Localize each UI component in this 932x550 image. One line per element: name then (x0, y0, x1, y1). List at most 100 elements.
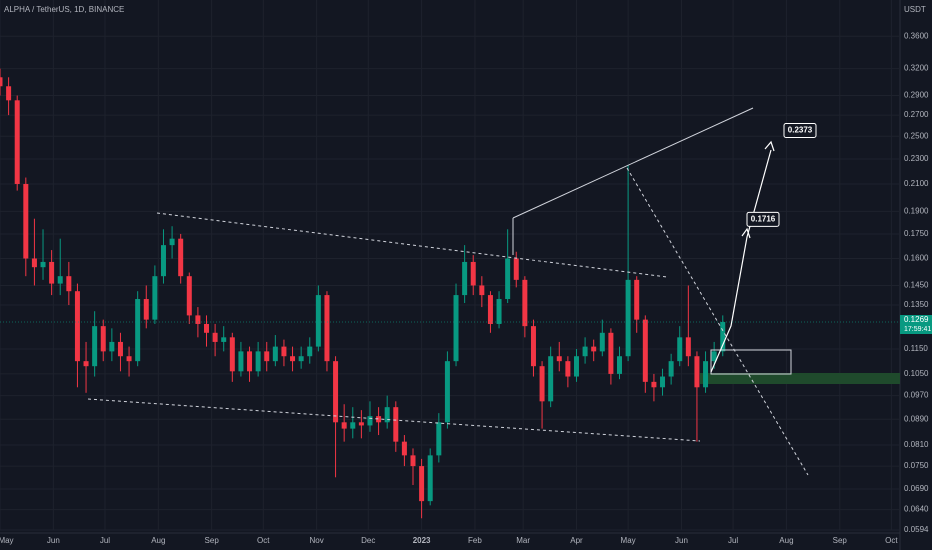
candle-body (324, 295, 330, 362)
candle-body (522, 279, 528, 327)
candle-body (92, 326, 98, 367)
last-price-box (900, 315, 932, 335)
candle-body (169, 238, 175, 246)
grid (0, 0, 901, 550)
x-tick-label: Feb (468, 536, 482, 545)
y-tick-label: 0.0750 (904, 461, 929, 470)
candle-body (298, 356, 304, 362)
channel-bottom (87, 398, 701, 442)
candle-body (186, 276, 192, 316)
channel-top (156, 212, 668, 278)
candle-body (401, 441, 407, 456)
annotation-label: 0.1716 (751, 214, 776, 223)
candle-body (444, 361, 450, 423)
candle-body (651, 381, 657, 388)
candle-body (513, 258, 519, 280)
candle-body (23, 183, 29, 259)
candle-body (66, 276, 72, 292)
candle-body (479, 285, 485, 296)
candle-body (703, 361, 709, 388)
annotation-box (746, 211, 780, 227)
candle-body (143, 299, 149, 320)
candle-body (204, 323, 210, 333)
candle-body (229, 337, 235, 372)
candle-body (117, 341, 123, 357)
y-tick-label: 0.1900 (904, 207, 929, 216)
y-tick-label: 0.0970 (904, 391, 929, 400)
x-tick-label: Jul (728, 536, 738, 545)
annotation-label: 0.2373 (788, 126, 813, 135)
countdown-label: 17:59:41 (904, 326, 931, 333)
candle-body (642, 319, 648, 382)
x-tick-label: Sep (833, 536, 848, 545)
x-tick-label: May (0, 536, 14, 545)
candle-body (660, 376, 666, 388)
y-tick-label: 0.1750 (904, 229, 929, 238)
candle-body (31, 258, 37, 268)
x-tick-label: Jun (675, 536, 688, 545)
y-tick-label: 0.1350 (904, 300, 929, 309)
candle-body (410, 455, 416, 467)
candle-body (720, 322, 726, 352)
candle-body (711, 351, 717, 362)
y-tick-label: 0.1150 (904, 344, 928, 353)
candle-body (307, 346, 313, 357)
candle-body (539, 366, 545, 402)
candle-body (599, 332, 605, 352)
candle-body (384, 407, 390, 423)
candle-body (685, 337, 691, 357)
candle-body (83, 361, 89, 367)
candle-body (358, 422, 364, 426)
candle-body (178, 238, 184, 277)
y-tick-label: 0.2300 (904, 154, 929, 163)
y-tick-label: 0.2700 (904, 110, 929, 119)
candle-body (341, 422, 347, 429)
candle-body (350, 422, 356, 429)
candle-body (212, 332, 218, 342)
candle-body (221, 337, 227, 342)
candle-body (427, 455, 433, 502)
labels: 0.3600 0.3200 0.2900 0.2700 0.2500 0.2300 0.21… (0, 31, 932, 545)
candle-body (556, 356, 562, 362)
y-tick-label: 0.0690 (904, 484, 929, 493)
chart-title: ALPHA / TetherUS, 1D, BINANCE (4, 5, 124, 14)
candle-body (376, 416, 382, 423)
candle-body (255, 351, 261, 372)
target-box (710, 349, 792, 375)
candle-body (573, 356, 579, 377)
candle-body (582, 346, 588, 357)
x-tick-label: Oct (885, 536, 898, 545)
candle-body (333, 361, 339, 423)
y-tick-label: 0.0640 (904, 505, 929, 514)
y-tick-label: 0.3200 (904, 64, 929, 73)
x-tick-label: Dec (361, 536, 375, 545)
projection-arrow (710, 149, 772, 373)
x-tick-label: Sep (205, 536, 220, 545)
candle-body (617, 356, 623, 374)
candle-body (14, 100, 20, 184)
candle-body (6, 86, 12, 101)
candle-body (419, 466, 425, 502)
candle-body (367, 416, 373, 426)
candle-body (126, 356, 132, 362)
x-tick-label: Aug (151, 536, 165, 545)
candle-body (152, 276, 158, 320)
x-tick-label: Apr (570, 536, 583, 545)
candle-body (74, 291, 80, 362)
candle-body (238, 351, 244, 372)
candle-body (496, 299, 502, 324)
candle-body (315, 295, 321, 347)
candle-body (40, 261, 46, 268)
x-tick-label: May (621, 536, 636, 545)
candle-body (462, 261, 468, 296)
candles (0, 68, 726, 519)
last-price-label: 0.1269 (904, 315, 929, 324)
candle-body (470, 261, 476, 286)
x-tick-label: Jun (47, 536, 60, 545)
candle-body (625, 279, 631, 357)
x-tick-label: Nov (310, 536, 324, 545)
drawings (87, 107, 809, 476)
candle-body (195, 315, 201, 324)
y-tick-label: 0.0594 (904, 525, 929, 534)
y-tick-label: 0.1450 (904, 281, 929, 290)
